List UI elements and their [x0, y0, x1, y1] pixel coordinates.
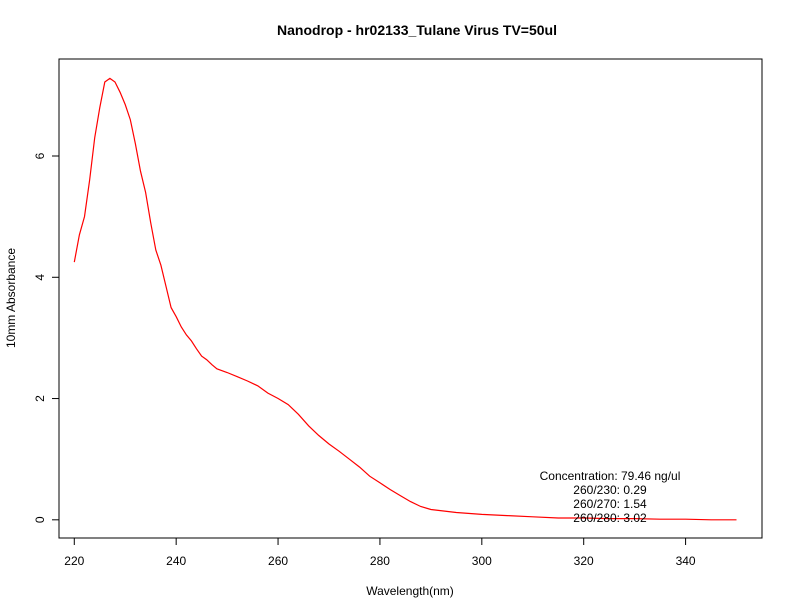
annotation-line: 260/280: 3.02: [573, 511, 647, 525]
y-tick-label: 0: [33, 516, 47, 523]
annotation-line: 260/230: 0.29: [573, 483, 647, 497]
x-tick-label: 220: [64, 554, 84, 568]
annotation-line: Concentration: 79.46 ng/ul: [540, 469, 681, 483]
x-axis-label: Wavelength(nm): [366, 584, 454, 598]
y-axis-label: 10mm Absorbance: [4, 248, 18, 348]
y-tick-label: 4: [33, 274, 47, 281]
x-tick-label: 280: [370, 554, 390, 568]
x-tick-label: 340: [676, 554, 696, 568]
x-axis: 220 240 260 280 300 320 340: [64, 537, 696, 568]
y-tick-label: 6: [33, 152, 47, 159]
plot-frame: [58, 58, 763, 539]
chart-title: Nanodrop - hr02133_Tulane Virus TV=50ul: [277, 22, 557, 38]
x-tick-label: 240: [166, 554, 186, 568]
x-tick-label: 300: [472, 554, 492, 568]
x-tick-label: 260: [268, 554, 288, 568]
y-axis: 0 2 4 6: [33, 152, 60, 523]
annotation-line: 260/270: 1.54: [573, 497, 647, 511]
absorbance-series-line: [73, 77, 737, 521]
x-tick-label: 320: [574, 554, 594, 568]
y-tick-label: 2: [33, 395, 47, 402]
